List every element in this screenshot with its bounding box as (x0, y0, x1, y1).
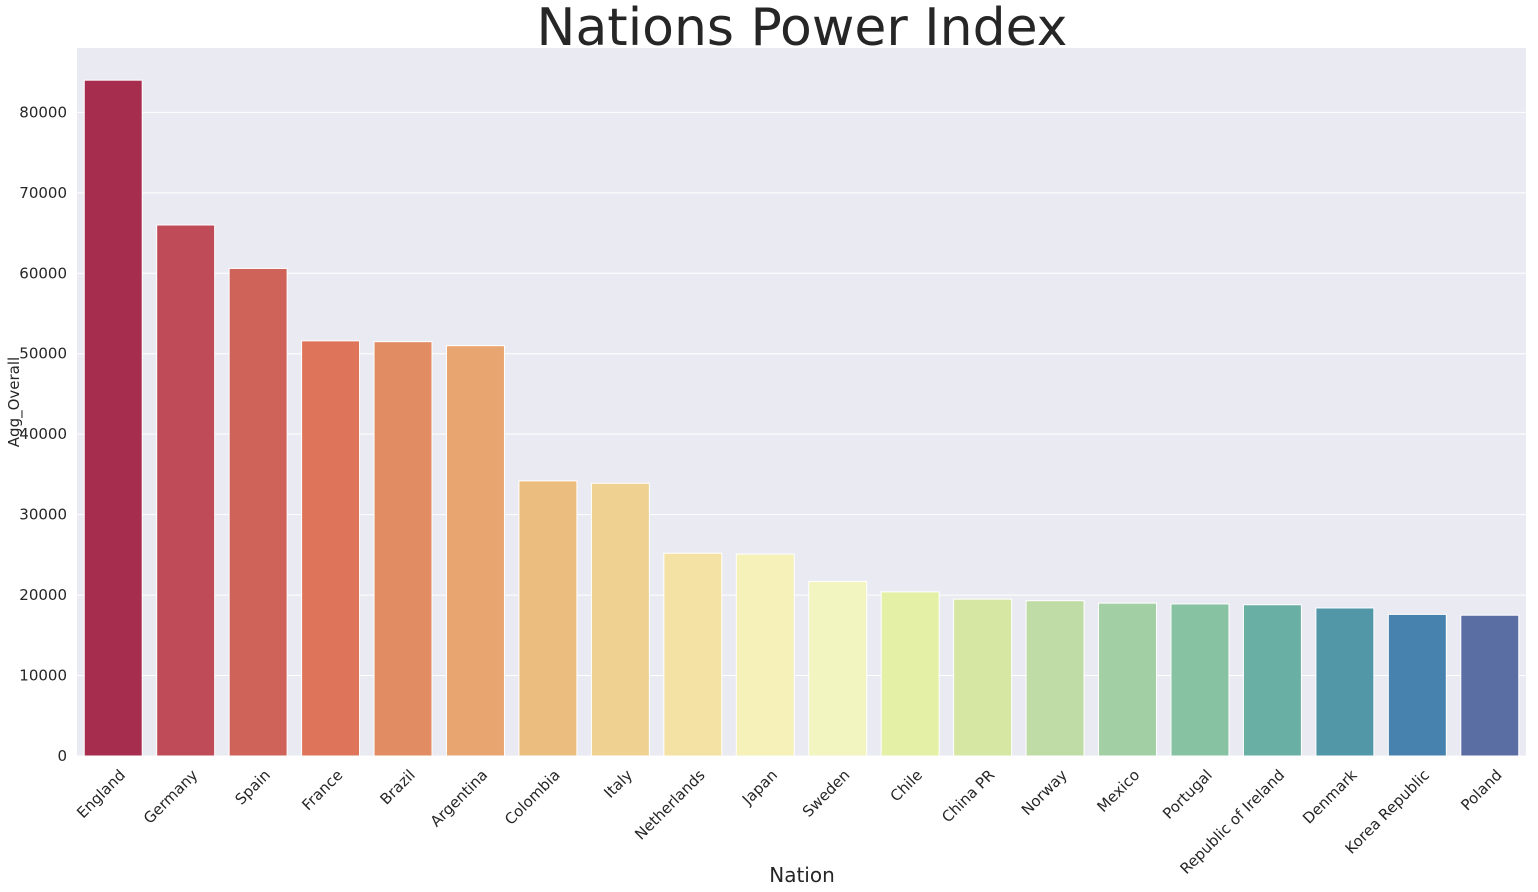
y-tick-label: 40000 (19, 425, 67, 443)
y-tick-label: 10000 (19, 667, 67, 685)
x-tick-label: China PR (938, 766, 998, 826)
x-tick-label: Mexico (1094, 766, 1144, 816)
x-tick-label: Chile (887, 766, 926, 805)
bar-mexico (1098, 602, 1158, 757)
x-tick-label: Germany (140, 766, 202, 828)
y-tick-label: 60000 (19, 264, 67, 282)
bar-chile (880, 591, 940, 757)
y-tick-label: 20000 (19, 586, 67, 604)
x-tick-label: England (73, 766, 129, 822)
bar-china-pr (953, 598, 1013, 757)
x-tick-label: Poland (1457, 766, 1505, 814)
bar-portugal (1170, 603, 1230, 757)
x-tick-label: Spain (232, 766, 274, 808)
bar-argentina (445, 345, 505, 757)
bar-korea-republic (1387, 613, 1447, 757)
bar-france (301, 340, 361, 757)
x-tick-label: Argentina (427, 766, 491, 830)
bar-japan (735, 553, 795, 757)
x-tick-label: Colombia (501, 766, 564, 829)
x-tick-label: France (298, 766, 346, 814)
x-axis-label: Nation (769, 863, 835, 887)
bar-denmark (1315, 607, 1375, 757)
y-tick-label: 70000 (19, 184, 67, 202)
y-tick-label: 80000 (19, 103, 67, 121)
x-tick-label: Norway (1018, 766, 1071, 819)
y-axis-ticks: 0 10000 20000 30000 40000 50000 60000 70000 8000… (19, 103, 67, 765)
bar-spain (228, 267, 288, 757)
x-tick-label: Japan (738, 766, 781, 809)
x-tick-label: Sweden (799, 766, 854, 821)
y-axis-label: Agg_Overall (5, 357, 24, 447)
bar-italy (590, 482, 650, 757)
bar-germany (156, 224, 216, 757)
bar-england (83, 79, 143, 757)
x-tick-label: Portugal (1159, 766, 1216, 823)
bar-norway (1025, 600, 1085, 757)
bar-republic-of-ireland (1242, 604, 1302, 757)
x-axis-ticks: England Germany Spain France Brazil Argentina… (73, 766, 1505, 878)
bar-netherlands (663, 552, 723, 757)
x-tick-label: Netherlands (631, 766, 709, 844)
bar-colombia (518, 480, 578, 757)
plot-background (77, 48, 1526, 756)
y-tick-label: 30000 (19, 506, 67, 524)
bars (83, 79, 1520, 757)
x-tick-label: Denmark (1299, 766, 1361, 828)
x-tick-label: Brazil (376, 766, 418, 808)
bar-poland (1460, 614, 1520, 757)
bar-brazil (373, 341, 433, 757)
y-tick-label: 50000 (19, 345, 67, 363)
bar-sweden (808, 580, 868, 757)
y-tick-label: 0 (57, 747, 67, 765)
x-tick-label: Italy (600, 766, 636, 802)
